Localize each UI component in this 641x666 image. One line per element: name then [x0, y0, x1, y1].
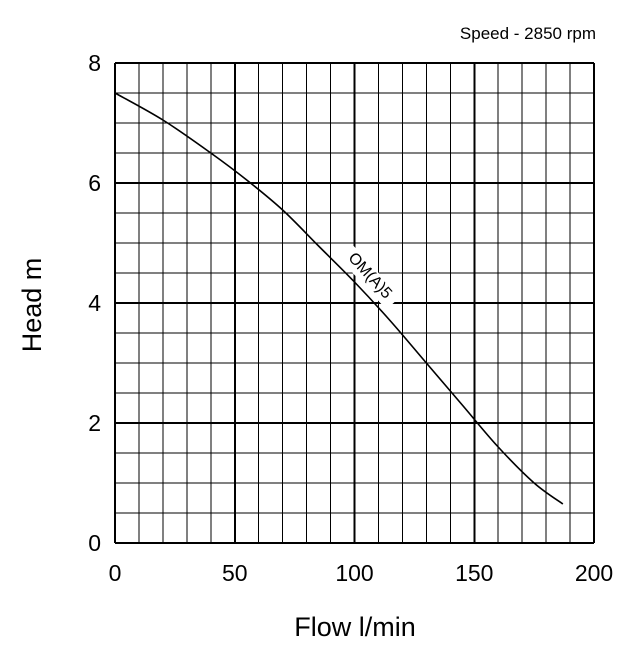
x-tick-label: 100: [335, 560, 373, 586]
y-tick-label: 6: [88, 170, 101, 196]
series-line-0: [114, 92, 564, 505]
y-tick-label: 4: [88, 290, 101, 316]
grid: [114, 62, 595, 544]
y-tick-label: 0: [88, 530, 101, 556]
x-tick-label: 50: [222, 560, 248, 586]
speed-annotation: Speed - 2850 rpm: [460, 24, 596, 43]
y-tick-label: 8: [88, 50, 101, 76]
series-label-om-a-5: OM(A)5: [345, 250, 396, 303]
y-tick-label: 2: [88, 410, 101, 436]
tick-labels: 0 50 100 150 200 0 2 4 6 8: [88, 50, 613, 586]
x-axis-title: Flow l/min: [294, 612, 416, 642]
x-tick-label: 150: [455, 560, 493, 586]
series-label-background: [337, 243, 401, 310]
series-layer: [114, 92, 564, 505]
x-tick-label: 0: [109, 560, 122, 586]
x-tick-label: 200: [575, 560, 613, 586]
y-axis-title: Head m: [17, 258, 47, 353]
